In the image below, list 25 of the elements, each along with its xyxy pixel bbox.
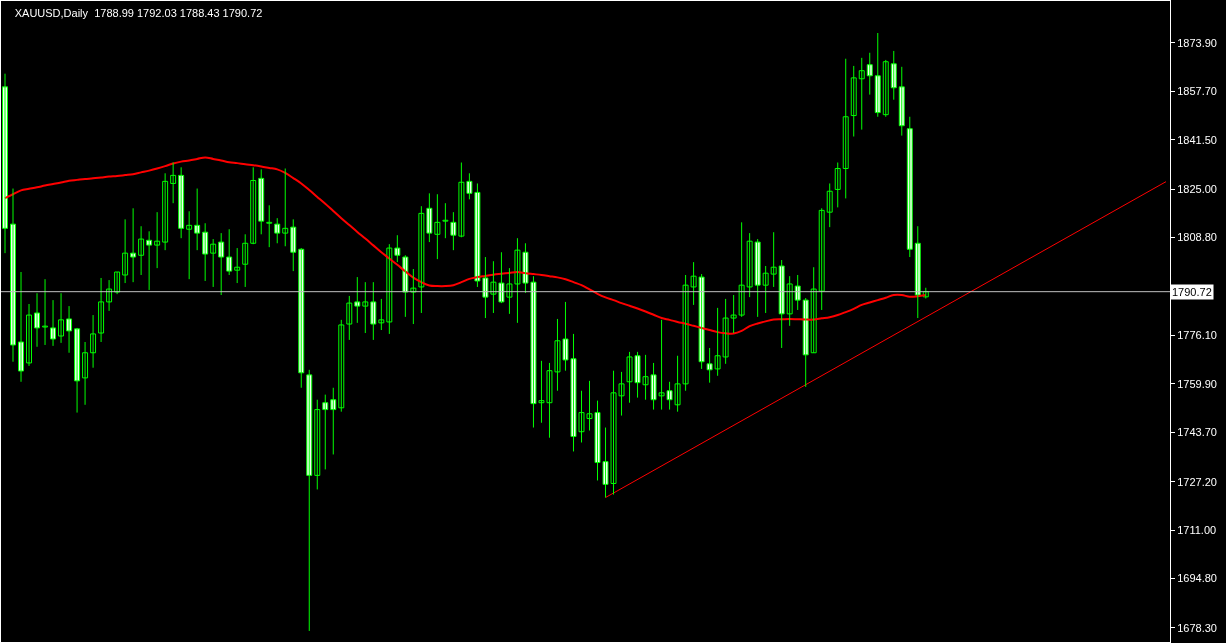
y-tick-label: 1808.80 xyxy=(1177,231,1217,244)
ref-line-label: 1790.72 xyxy=(1172,286,1212,298)
candlestick xyxy=(362,281,369,334)
y-tick-label: 1776.10 xyxy=(1177,329,1217,342)
y-tick-label: 1743.70 xyxy=(1177,426,1217,439)
y-tick-label: 1711.00 xyxy=(1177,523,1217,536)
candlestick xyxy=(266,204,273,248)
candlestick xyxy=(442,202,449,239)
y-tick-label: 1759.90 xyxy=(1177,377,1217,390)
line-series xyxy=(4,156,927,335)
candlestick xyxy=(42,278,49,346)
y-tick-label: 1841.50 xyxy=(1177,133,1217,146)
y-tick-label: 1825.00 xyxy=(1177,182,1217,195)
candlestick xyxy=(226,228,233,276)
candlestick xyxy=(394,234,401,263)
candlestick xyxy=(218,232,225,296)
candlestick xyxy=(378,298,385,331)
y-tick-label: 1727.20 xyxy=(1177,475,1217,488)
text: XAUUSD,Daily 1788.99 1792.03 1788.43 1790.72 xyxy=(14,7,263,20)
candlestick xyxy=(274,217,281,244)
y-tick-label: 1873.90 xyxy=(1177,36,1217,49)
y-tick-label: 1694.80 xyxy=(1177,572,1217,585)
candlestick xyxy=(354,276,361,324)
y-tick-label: 1857.70 xyxy=(1177,85,1217,98)
y-tick-label: 1678.30 xyxy=(1177,621,1217,634)
